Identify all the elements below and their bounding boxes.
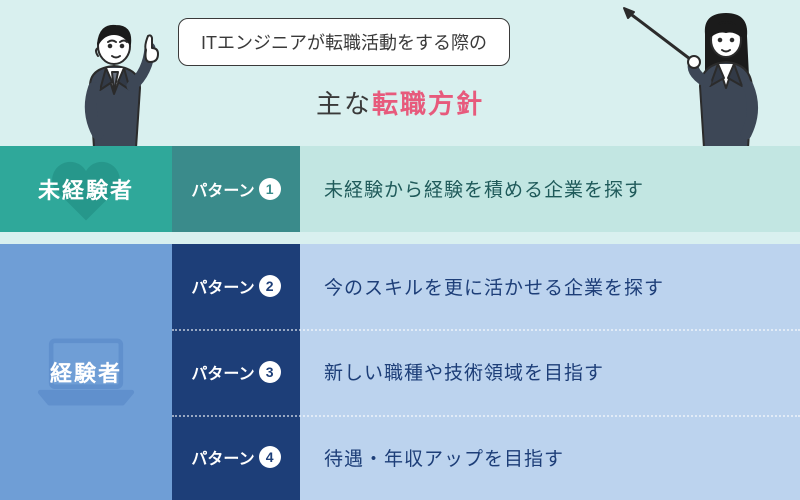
pattern-word: パターン — [191, 274, 254, 298]
header-area: ITエンジニアが転職活動をする際の 主な転職方針 — [0, 0, 800, 146]
table-area: 未経験者パターン1未経験から経験を積める企業を探す経験者パターン2今のスキルを更… — [0, 146, 800, 500]
speech-bubble: ITエンジニアが転職活動をする際の — [178, 18, 510, 66]
pattern-cell: パターン2 — [172, 244, 300, 330]
desc-cell: 新しい職種や技術領域を目指す — [300, 329, 800, 415]
table-row: パターン4待遇・年収アップを目指す — [172, 415, 800, 500]
pattern-word: パターン — [191, 360, 254, 384]
pattern-number: 2 — [259, 275, 281, 297]
infographic-canvas: ITエンジニアが転職活動をする際の 主な転職方針 未経験者パターン1未経験から経… — [0, 0, 800, 500]
table-row: パターン3新しい職種や技術領域を目指す — [172, 329, 800, 415]
desc-cell: 未経験から経験を積める企業を探す — [300, 146, 800, 232]
category-label: 未経験者 — [38, 173, 134, 205]
speech-text: ITエンジニアが転職活動をする際の — [201, 33, 487, 53]
category-cell-inexperienced: 未経験者 — [0, 146, 172, 232]
pattern-word: パターン — [191, 177, 254, 201]
table-row: パターン1未経験から経験を積める企業を探す — [172, 146, 800, 232]
desc-cell: 今のスキルを更に活かせる企業を探す — [300, 244, 800, 330]
category-label: 経験者 — [50, 356, 122, 388]
pattern-word: パターン — [191, 445, 254, 469]
pattern-cell: パターン3 — [172, 329, 300, 415]
desc-cell: 待遇・年収アップを目指す — [300, 415, 800, 500]
pattern-number: 4 — [259, 446, 281, 468]
pattern-number: 1 — [259, 178, 281, 200]
pattern-number: 3 — [259, 361, 281, 383]
subtitle-lead: 主な — [316, 89, 372, 119]
pattern-cell: パターン1 — [172, 146, 300, 232]
category-cell-experienced: 経験者 — [0, 244, 172, 500]
section-experienced: 経験者パターン2今のスキルを更に活かせる企業を探すパターン3新しい職種や技術領域… — [0, 244, 800, 500]
woman-figure-icon — [620, 6, 770, 146]
section-inexperienced: 未経験者パターン1未経験から経験を積める企業を探す — [0, 146, 800, 232]
subtitle-accent: 転職方針 — [372, 89, 484, 119]
rows-experienced: パターン2今のスキルを更に活かせる企業を探すパターン3新しい職種や技術領域を目指… — [172, 244, 800, 500]
pattern-cell: パターン4 — [172, 415, 300, 500]
subtitle: 主な転職方針 — [0, 84, 800, 121]
table-row: パターン2今のスキルを更に活かせる企業を探す — [172, 244, 800, 330]
man-figure-icon — [70, 16, 170, 146]
rows-inexperienced: パターン1未経験から経験を積める企業を探す — [172, 146, 800, 232]
